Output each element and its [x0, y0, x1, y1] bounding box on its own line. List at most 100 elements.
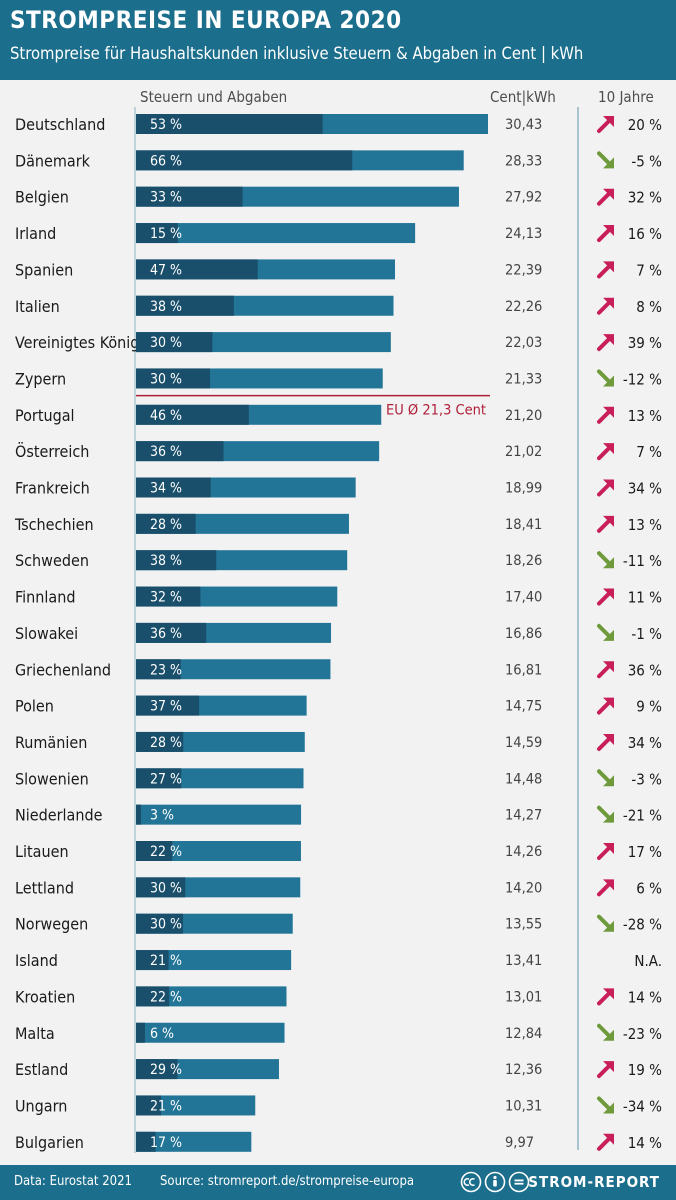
- tax-share-bar: [136, 477, 211, 498]
- tax-share-bar: [136, 841, 173, 861]
- country-label: Irland: [15, 224, 56, 243]
- tax-share-label: 47 %: [150, 262, 182, 278]
- arrow-up-right-icon: [597, 225, 614, 243]
- chart-title: STROMPREISE IN EUROPA 2020: [10, 6, 402, 34]
- trend-change-label: 36 %: [628, 661, 662, 679]
- tax-share-label: 22 %: [150, 989, 182, 1005]
- tax-share-label: 30 %: [150, 917, 182, 933]
- arrow-up-right-icon: [597, 843, 614, 860]
- price-value-label: 22,39: [505, 262, 542, 278]
- price-value-label: 13,41: [505, 953, 542, 969]
- trend-change-label: -12 %: [623, 370, 662, 388]
- arrow-up-right-icon: [597, 1061, 614, 1079]
- trend-change-label: 14 %: [628, 1134, 662, 1152]
- country-label: Österreich: [15, 442, 89, 461]
- country-label: Polen: [15, 697, 54, 716]
- tax-share-label: 21 %: [150, 1098, 182, 1114]
- arrow-up-right-icon: [597, 334, 614, 352]
- tax-share-bar: [136, 513, 196, 534]
- tax-share-bar: [136, 1095, 162, 1116]
- column-header-trend: 10 Jahre: [598, 88, 654, 106]
- price-value-label: 9,97: [505, 1135, 534, 1151]
- tax-share-bar: [136, 659, 181, 680]
- country-label: Kroatien: [15, 987, 75, 1006]
- country-label: Niederlande: [15, 806, 103, 825]
- trend-change-label: -3 %: [631, 770, 662, 788]
- country-label: Lettland: [15, 878, 74, 897]
- trend-change-label: 13 %: [628, 407, 662, 425]
- tax-share-label: 28 %: [150, 517, 182, 533]
- trend-change-label: 34 %: [628, 734, 662, 752]
- tax-share-label: 23 %: [150, 662, 182, 678]
- tax-share-bar: [136, 768, 182, 789]
- price-value-label: 10,31: [505, 1098, 542, 1114]
- footer-banner: Data: Eurostat 2021 Source: stromreport.…: [0, 1165, 676, 1200]
- country-label: Litauen: [15, 842, 69, 861]
- arrow-up-right-icon: [597, 443, 614, 461]
- arrow-up-right-icon: [597, 261, 614, 279]
- tax-share-bar: [136, 441, 224, 462]
- price-value-label: 16,86: [505, 626, 542, 642]
- country-label: Spanien: [15, 260, 73, 279]
- country-label: Schweden: [15, 551, 89, 570]
- price-bar: [136, 950, 292, 971]
- tax-share-label: 21 %: [150, 953, 182, 969]
- price-bar: [136, 804, 302, 825]
- country-label: Slowenien: [15, 769, 89, 788]
- arrow-down-right-icon: [597, 769, 614, 787]
- tax-share-bar: [136, 913, 184, 934]
- arrow-up-right-icon: [597, 479, 614, 497]
- tax-share-label: 37 %: [150, 699, 182, 715]
- tax-share-label: 36 %: [150, 444, 182, 460]
- country-label: Ungarn: [15, 1096, 67, 1115]
- trend-change-label: -23 %: [623, 1025, 662, 1043]
- tax-share-bar: [136, 1131, 156, 1152]
- arrow-up-right-icon: [597, 1133, 614, 1151]
- country-label: Tschechien: [14, 515, 94, 534]
- tax-share-label: 6 %: [150, 1026, 174, 1042]
- trend-change-label: -11 %: [623, 552, 662, 570]
- tax-share-label: 17 %: [150, 1135, 182, 1151]
- tax-share-label: 22 %: [150, 844, 182, 860]
- trend-change-label: 19 %: [628, 1061, 662, 1079]
- arrow-up-right-icon: [597, 406, 614, 424]
- tax-share-label: 38 %: [150, 299, 182, 315]
- arrow-down-right-icon: [597, 1096, 614, 1114]
- arrow-up-right-icon: [597, 661, 614, 679]
- country-label: Slowakei: [15, 624, 78, 643]
- country-label: Dänemark: [15, 151, 91, 170]
- trend-change-label: 34 %: [628, 480, 662, 498]
- column-header-price: Cent|kWh: [490, 88, 556, 106]
- tax-share-bar: [136, 368, 211, 389]
- tax-share-bar: [136, 695, 200, 716]
- arrow-down-right-icon: [597, 369, 614, 387]
- trend-change-label: 39 %: [628, 334, 662, 352]
- trend-change-label: 7 %: [636, 443, 662, 461]
- country-label: Portugal: [15, 406, 75, 425]
- price-value-label: 13,55: [505, 917, 542, 933]
- price-bar: [136, 986, 287, 1007]
- price-value-label: 14,59: [505, 735, 542, 751]
- header-banner: STROMPREISE IN EUROPA 2020 Strompreise f…: [0, 0, 676, 80]
- arrow-up-right-icon: [597, 515, 614, 533]
- tax-share-label: 33 %: [150, 190, 182, 206]
- footer-brand: STROM-REPORT: [528, 1173, 660, 1191]
- trend-change-label: -5 %: [631, 152, 662, 170]
- tax-share-bar: [136, 804, 141, 825]
- arrow-up-right-icon: [597, 879, 614, 897]
- arrow-down-right-icon: [597, 805, 614, 823]
- price-bar: [136, 1095, 256, 1116]
- arrow-down-right-icon: [597, 551, 614, 569]
- tax-share-label: 30 %: [150, 371, 182, 387]
- arrow-up-right-icon: [597, 297, 614, 315]
- tax-share-label: 3 %: [150, 808, 174, 824]
- price-value-label: 22,26: [505, 299, 542, 315]
- tax-share-bar: [136, 114, 323, 134]
- price-value-label: 17,40: [505, 590, 542, 606]
- arrow-down-right-icon: [597, 623, 614, 641]
- tax-share-bar: [136, 1059, 178, 1080]
- tax-share-label: 32 %: [150, 590, 182, 606]
- price-value-label: 14,26: [505, 844, 542, 860]
- tax-share-bar: [136, 295, 234, 316]
- trend-change-label: -28 %: [623, 916, 662, 934]
